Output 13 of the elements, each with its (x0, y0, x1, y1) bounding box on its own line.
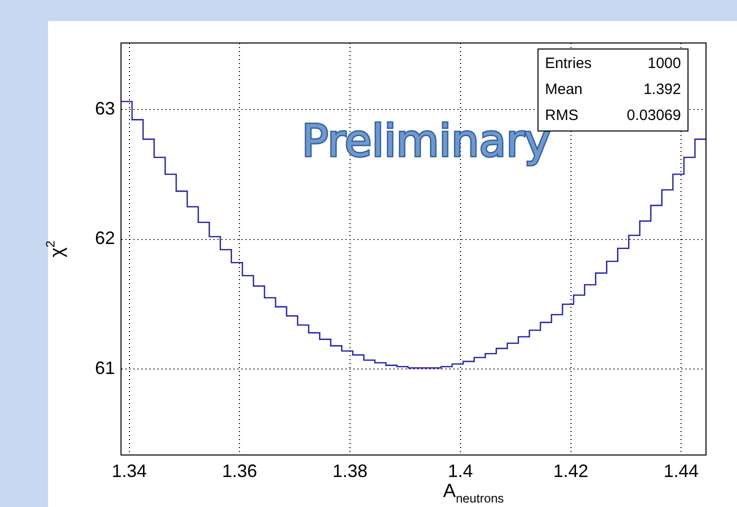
x-tick-label: 1.34 (112, 460, 147, 481)
y-tick-label: 62 (94, 228, 115, 248)
x-tick-label: 1.38 (332, 460, 368, 481)
text: RMS 0.03069 (545, 107, 681, 124)
y-axis-title: χ2 (43, 240, 68, 258)
text: Mean 1.392 (545, 81, 681, 98)
x-tick-label: 1.4 (448, 460, 473, 481)
x-tick-label: 1.44 (664, 460, 699, 481)
y-tick-label: 63 (94, 98, 115, 118)
text: Entries 1000 (545, 55, 681, 72)
y-tick-label: 61 (94, 358, 115, 378)
x-tick-label: 1.36 (222, 460, 258, 481)
x-tick-label: 1.42 (553, 460, 588, 481)
